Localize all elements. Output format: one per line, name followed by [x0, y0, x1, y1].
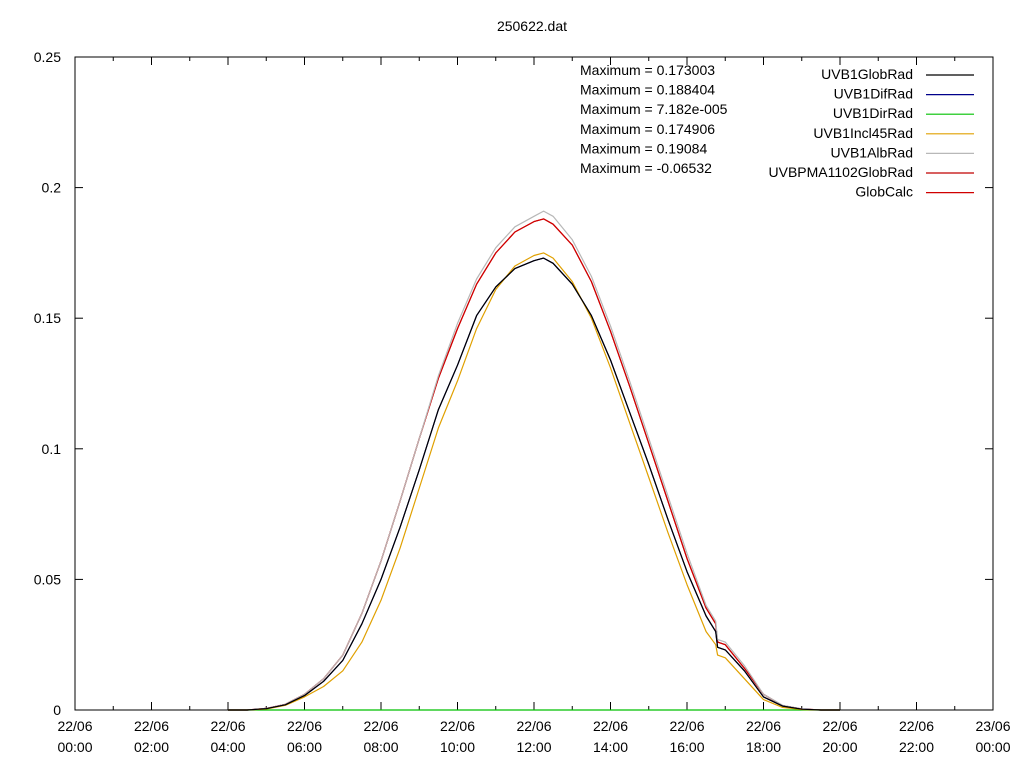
legend-label: UVB1GlobRad: [821, 66, 913, 82]
max-annotations: Maximum = 0.173003 Maximum = 0.188404 Maxi…: [580, 62, 728, 176]
y-axis: 0 0.05 0.1 0.15 0.2 0.25: [34, 49, 993, 718]
y-tick-label: 0.25: [34, 49, 61, 65]
x-tick-date-label: 23/06: [975, 718, 1010, 734]
legend-label: GlobCalc: [855, 184, 913, 200]
x-tick-date-label: 22/06: [516, 718, 551, 734]
legend: UVB1GlobRad UVB1DifRad UVB1DirRad UVB1Incl4…: [769, 66, 974, 200]
x-tick-time-label: 16:00: [669, 739, 704, 755]
y-tick-label: 0.1: [42, 441, 62, 457]
x-tick-time-label: 04:00: [210, 739, 245, 755]
max-annotation: Maximum = 0.19084: [580, 140, 707, 156]
x-tick-date-label: 22/06: [57, 718, 92, 734]
x-tick-time-label: 18:00: [746, 739, 781, 755]
series-layer: [228, 210, 840, 711]
legend-label: UVB1AlbRad: [831, 144, 914, 160]
x-tick-time-label: 02:00: [134, 739, 169, 755]
x-tick-date-label: 22/06: [210, 718, 245, 734]
max-annotation: Maximum = 0.188404: [580, 82, 715, 98]
chart-title: 250622.dat: [497, 18, 567, 34]
x-tick-date-label: 22/06: [363, 718, 398, 734]
legend-label: UVB1DirRad: [833, 105, 913, 121]
max-annotation: Maximum = 0.173003: [580, 62, 715, 78]
series-line-uvb1albrad: [228, 210, 840, 711]
series-line-globcalc: [228, 218, 840, 711]
y-tick-label: 0: [53, 702, 61, 718]
x-tick-time-label: 00:00: [975, 739, 1010, 755]
x-tick-time-label: 22:00: [899, 739, 934, 755]
x-tick-time-label: 20:00: [822, 739, 857, 755]
series-line-uvbpma1102globrad: [228, 218, 840, 711]
x-tick-date-label: 22/06: [746, 718, 781, 734]
x-tick-time-label: 00:00: [57, 739, 92, 755]
x-tick-time-label: 14:00: [593, 739, 628, 755]
x-tick-time-label: 12:00: [516, 739, 551, 755]
x-tick-date-label: 22/06: [899, 718, 934, 734]
series-line-uvb1globrad: [228, 257, 840, 711]
x-tick-date-label: 22/06: [593, 718, 628, 734]
legend-label: UVBPMA1102GlobRad: [769, 164, 913, 180]
y-tick-label: 0.2: [42, 180, 62, 196]
max-annotation: Maximum = 7.182e-005: [580, 101, 728, 117]
x-tick-date-label: 22/06: [287, 718, 322, 734]
x-axis: 22/06 00:00 22/06 02:00 22/06 04:00 22/06 06:00…: [57, 57, 1011, 755]
legend-label: UVB1DifRad: [834, 86, 913, 102]
x-tick-date-label: 22/06: [134, 718, 169, 734]
max-annotation: Maximum = 0.174906: [580, 121, 715, 137]
legend-label: UVB1Incl45Rad: [813, 125, 913, 141]
series-line-uvb1difrad: [228, 257, 840, 711]
max-annotation: Maximum = -0.06532: [580, 160, 712, 176]
x-tick-time-label: 06:00: [287, 739, 322, 755]
x-tick-date-label: 22/06: [669, 718, 704, 734]
x-tick-date-label: 22/06: [822, 718, 857, 734]
y-tick-label: 0.05: [34, 571, 61, 587]
x-tick-time-label: 08:00: [363, 739, 398, 755]
x-tick-date-label: 22/06: [440, 718, 475, 734]
x-tick-time-label: 10:00: [440, 739, 475, 755]
series-line-uvb1incl45rad: [228, 252, 840, 711]
y-tick-label: 0.15: [34, 310, 61, 326]
